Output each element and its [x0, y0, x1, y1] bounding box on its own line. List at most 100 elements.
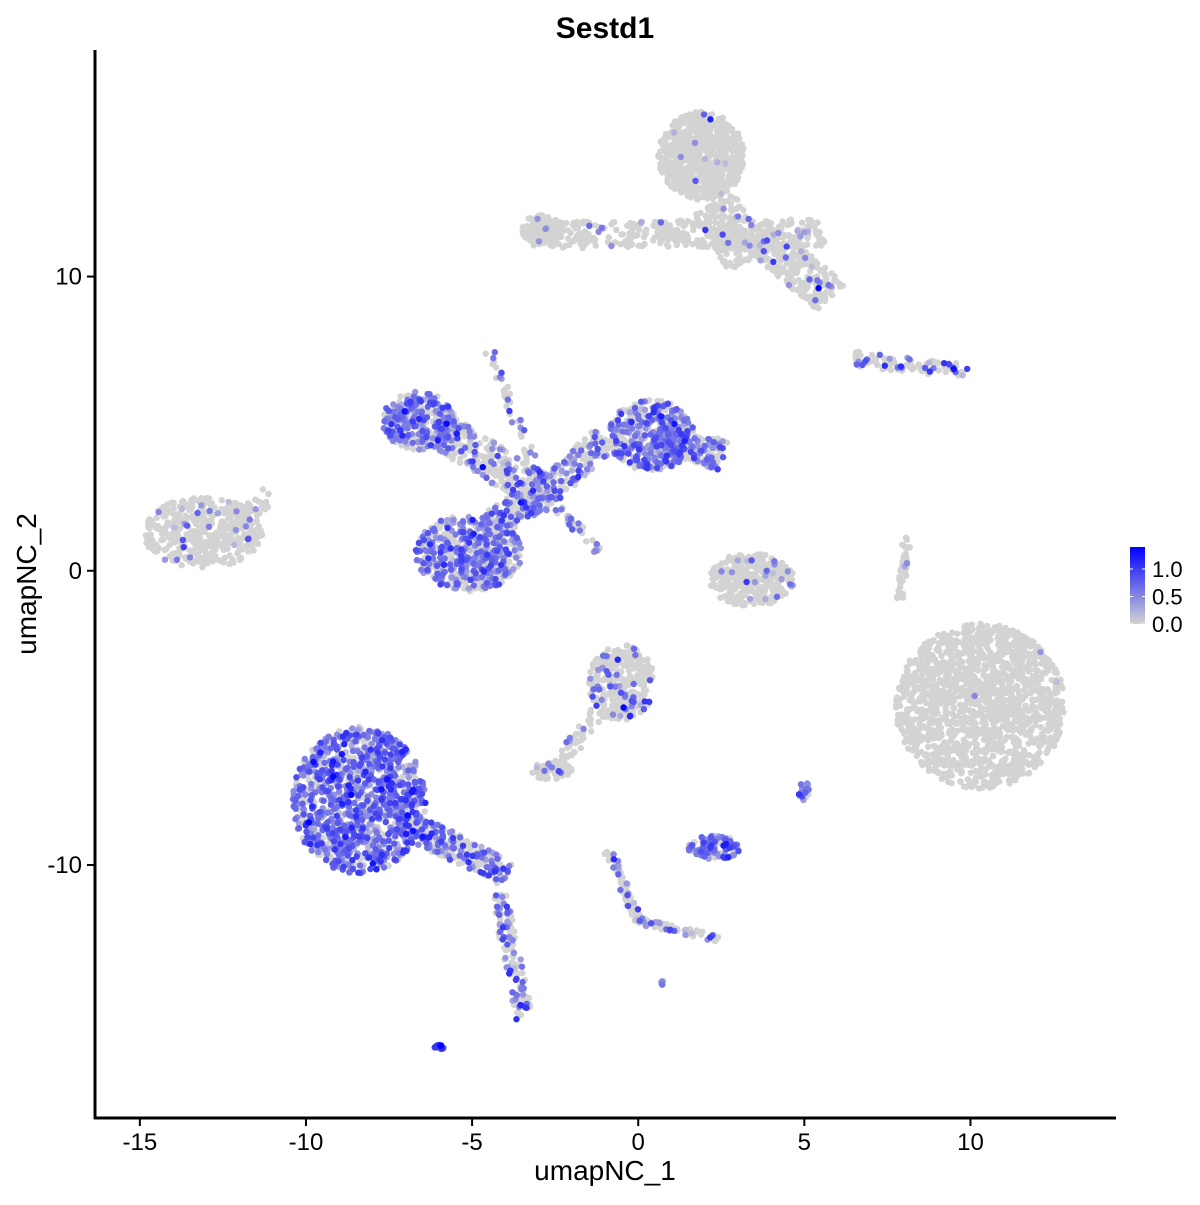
cell-point [694, 130, 701, 137]
cell-point [518, 433, 525, 440]
cell-point [725, 122, 732, 129]
cell-point [728, 223, 735, 230]
cell-point [448, 454, 456, 461]
cell-point [703, 141, 710, 148]
cell-point [786, 274, 794, 281]
cell-point [159, 536, 167, 543]
cell-point [683, 153, 691, 161]
cell-point [673, 123, 680, 131]
cell-point [541, 215, 549, 223]
cell-point [788, 252, 795, 260]
cell-point [1051, 742, 1058, 750]
cell-point [624, 222, 631, 229]
cell-point [626, 230, 633, 237]
cell-point [198, 494, 205, 502]
cell-point [737, 233, 744, 240]
cell-point [812, 227, 819, 235]
cell-point [528, 443, 535, 450]
cell-point [213, 537, 220, 544]
cell-point [197, 515, 205, 522]
cell-point [821, 270, 828, 277]
cell-point [748, 227, 755, 235]
cell-point [189, 501, 196, 509]
cell-point [698, 130, 706, 137]
cell-point [576, 220, 583, 227]
cell-point [565, 763, 572, 770]
cell-point [421, 808, 428, 815]
cell-point [701, 193, 709, 200]
cell-point [532, 225, 539, 232]
cell-point [775, 263, 782, 270]
cell-point [725, 175, 732, 183]
cell-point [707, 231, 714, 238]
cell-point [694, 240, 701, 247]
cell-point [254, 540, 262, 548]
cell-point [786, 268, 793, 276]
cell-point [599, 713, 606, 721]
cell-point [707, 132, 714, 139]
cell-point [678, 134, 685, 141]
cell-point [609, 219, 617, 226]
cell-point [519, 230, 527, 237]
cell-point [216, 525, 224, 532]
cell-point [260, 504, 268, 512]
cell-point [209, 558, 216, 565]
cell-point [397, 393, 404, 400]
cell-point [934, 680, 941, 687]
cell-point [682, 112, 689, 120]
cell-point [250, 547, 257, 554]
cell-point [681, 238, 688, 246]
cell-point [148, 542, 156, 549]
cell-point [659, 235, 667, 243]
cell-point [587, 668, 594, 676]
cell-point [852, 349, 860, 356]
cell-point [729, 153, 736, 160]
cell-point [719, 114, 726, 121]
cell-point [558, 747, 566, 754]
cell-point [559, 244, 567, 251]
cell-point [243, 509, 250, 516]
cell-point [804, 223, 811, 230]
cell-point [720, 154, 727, 161]
cell-point [255, 498, 262, 505]
cell-point [258, 531, 266, 539]
cell-point [162, 529, 169, 536]
cell-point [695, 125, 703, 132]
cell-point [605, 234, 612, 241]
cell-point [609, 696, 616, 703]
cell-point [574, 232, 581, 239]
cell-point [584, 238, 591, 246]
cell-point [515, 1010, 522, 1017]
cell-point [456, 459, 464, 466]
cell-point [729, 263, 736, 270]
cell-point [222, 521, 229, 528]
cell-point [1026, 752, 1033, 759]
cell-point [650, 237, 657, 244]
cell-point [964, 776, 972, 783]
cell-point [525, 994, 533, 1002]
cell-point [200, 524, 207, 531]
cell-point [190, 528, 197, 535]
cell-point [935, 644, 942, 651]
cell-point [697, 145, 704, 152]
cell-point [874, 361, 881, 369]
cell-point [763, 229, 771, 237]
cell-point [650, 222, 657, 229]
cell-point [788, 237, 795, 244]
cell-point [655, 153, 662, 160]
cell-point [489, 360, 496, 368]
cell-point [716, 224, 724, 231]
cell-point [695, 110, 702, 117]
cell-point [208, 516, 215, 523]
cell-point [161, 546, 168, 554]
cell-point [701, 180, 708, 188]
cell-point [570, 748, 577, 756]
cell-point [227, 530, 234, 538]
cell-point [798, 219, 806, 226]
cell-point [604, 646, 612, 653]
cell-point [714, 120, 722, 127]
cell-point [224, 545, 231, 552]
cell-point [710, 225, 717, 232]
cell-point [720, 259, 727, 266]
cell-point [263, 498, 270, 506]
